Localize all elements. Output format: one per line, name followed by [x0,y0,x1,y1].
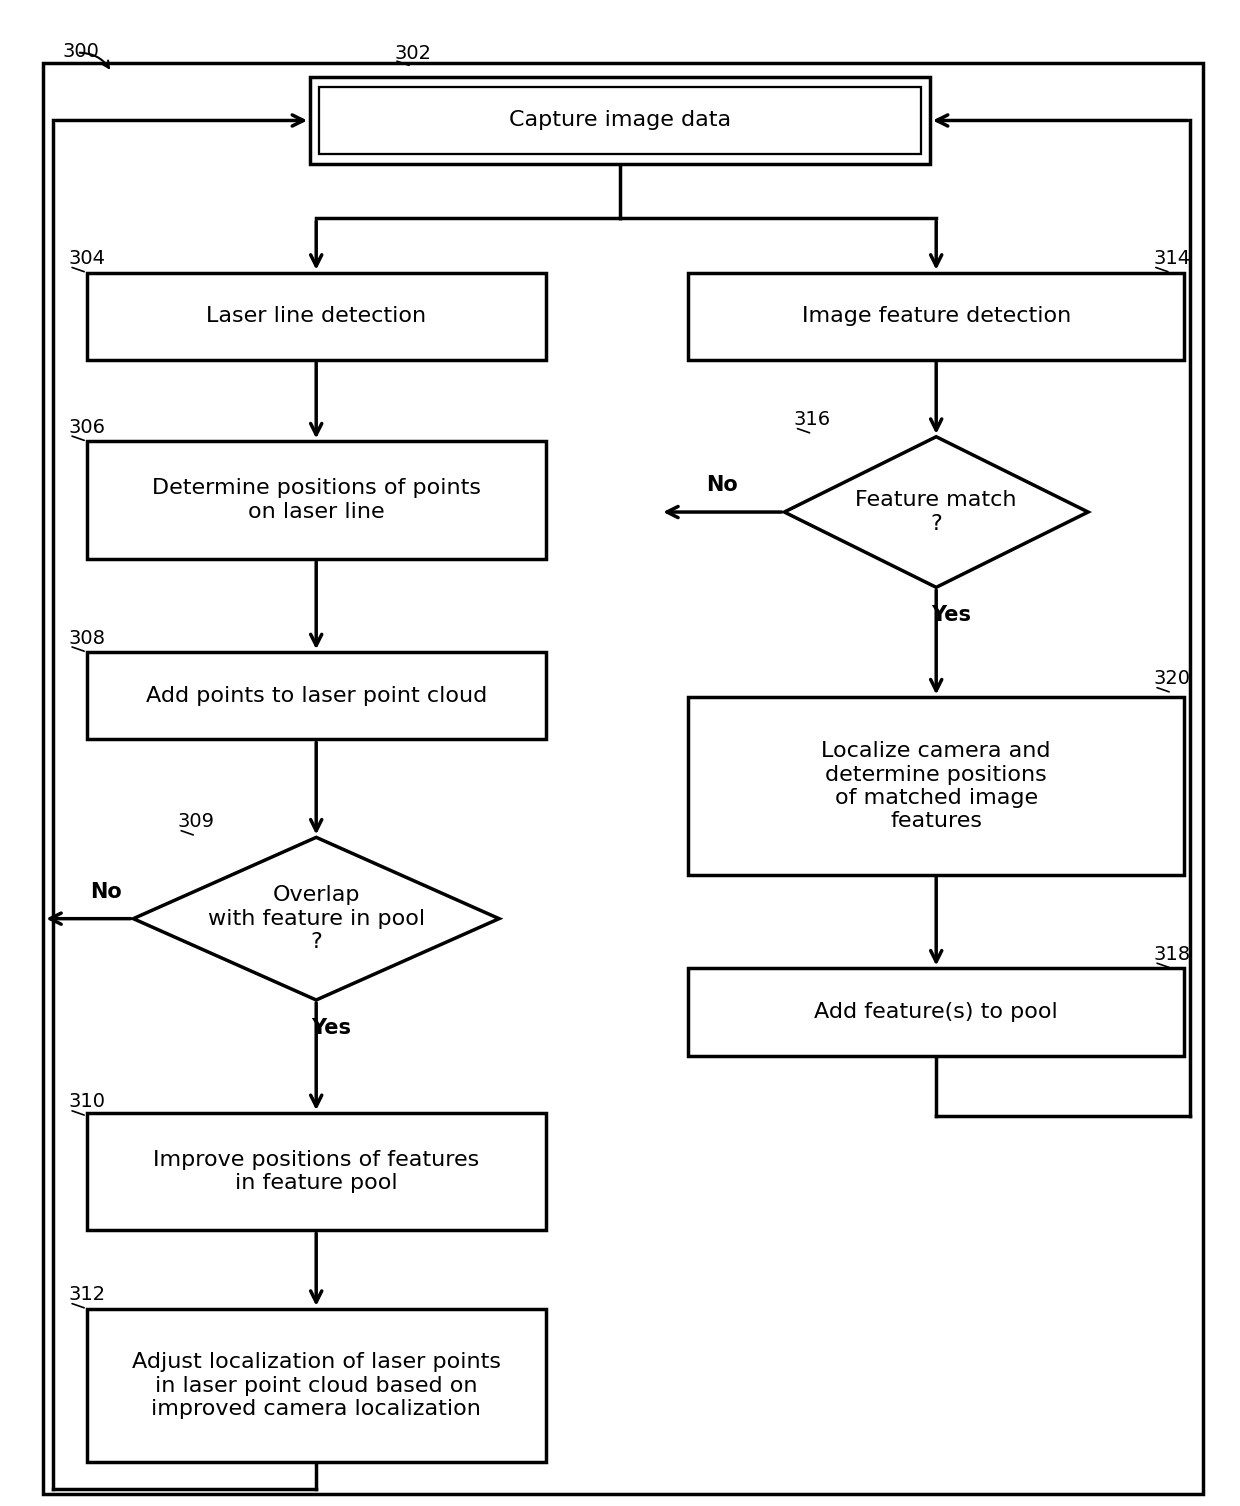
Text: Feature match
?: Feature match ? [856,491,1017,533]
Text: 306: 306 [68,417,105,437]
Text: 308: 308 [68,628,105,648]
Text: 318: 318 [1153,944,1190,964]
Polygon shape [134,837,498,1000]
Bar [87,1113,546,1230]
Text: Improve positions of features
in feature pool: Improve positions of features in feature… [153,1151,480,1193]
Text: 316: 316 [794,410,831,429]
Text: Overlap
with feature in pool
?: Overlap with feature in pool ? [207,886,425,952]
Polygon shape [785,437,1089,587]
Bar [87,1309,546,1462]
Text: 310: 310 [68,1092,105,1111]
Text: 309: 309 [177,812,215,831]
Bar [688,273,1184,360]
Bar [688,968,1184,1056]
Text: Add feature(s) to pool: Add feature(s) to pool [815,1001,1058,1023]
Bar [310,77,930,164]
Text: No: No [91,881,122,902]
Text: Capture image data: Capture image data [508,110,732,131]
Text: Localize camera and
determine positions
of matched image
features: Localize camera and determine positions … [821,741,1052,831]
Bar [87,441,546,559]
Text: 300: 300 [62,42,99,62]
Text: Adjust localization of laser points
in laser point cloud based on
improved camer: Adjust localization of laser points in l… [131,1352,501,1419]
Text: 304: 304 [68,248,105,268]
Text: 314: 314 [1153,248,1190,268]
Text: 312: 312 [68,1285,105,1304]
Text: Image feature detection: Image feature detection [801,306,1071,327]
Bar [319,87,921,154]
Bar [87,273,546,360]
Text: 320: 320 [1153,669,1190,688]
Text: Add points to laser point cloud: Add points to laser point cloud [145,685,487,706]
Bar [87,652,546,739]
Text: Determine positions of points
on laser line: Determine positions of points on laser l… [151,479,481,521]
Text: Yes: Yes [311,1018,351,1038]
Text: Laser line detection: Laser line detection [206,306,427,327]
Text: Yes: Yes [931,605,971,625]
Bar [688,697,1184,875]
Text: No: No [707,474,738,495]
Text: 302: 302 [394,44,432,63]
